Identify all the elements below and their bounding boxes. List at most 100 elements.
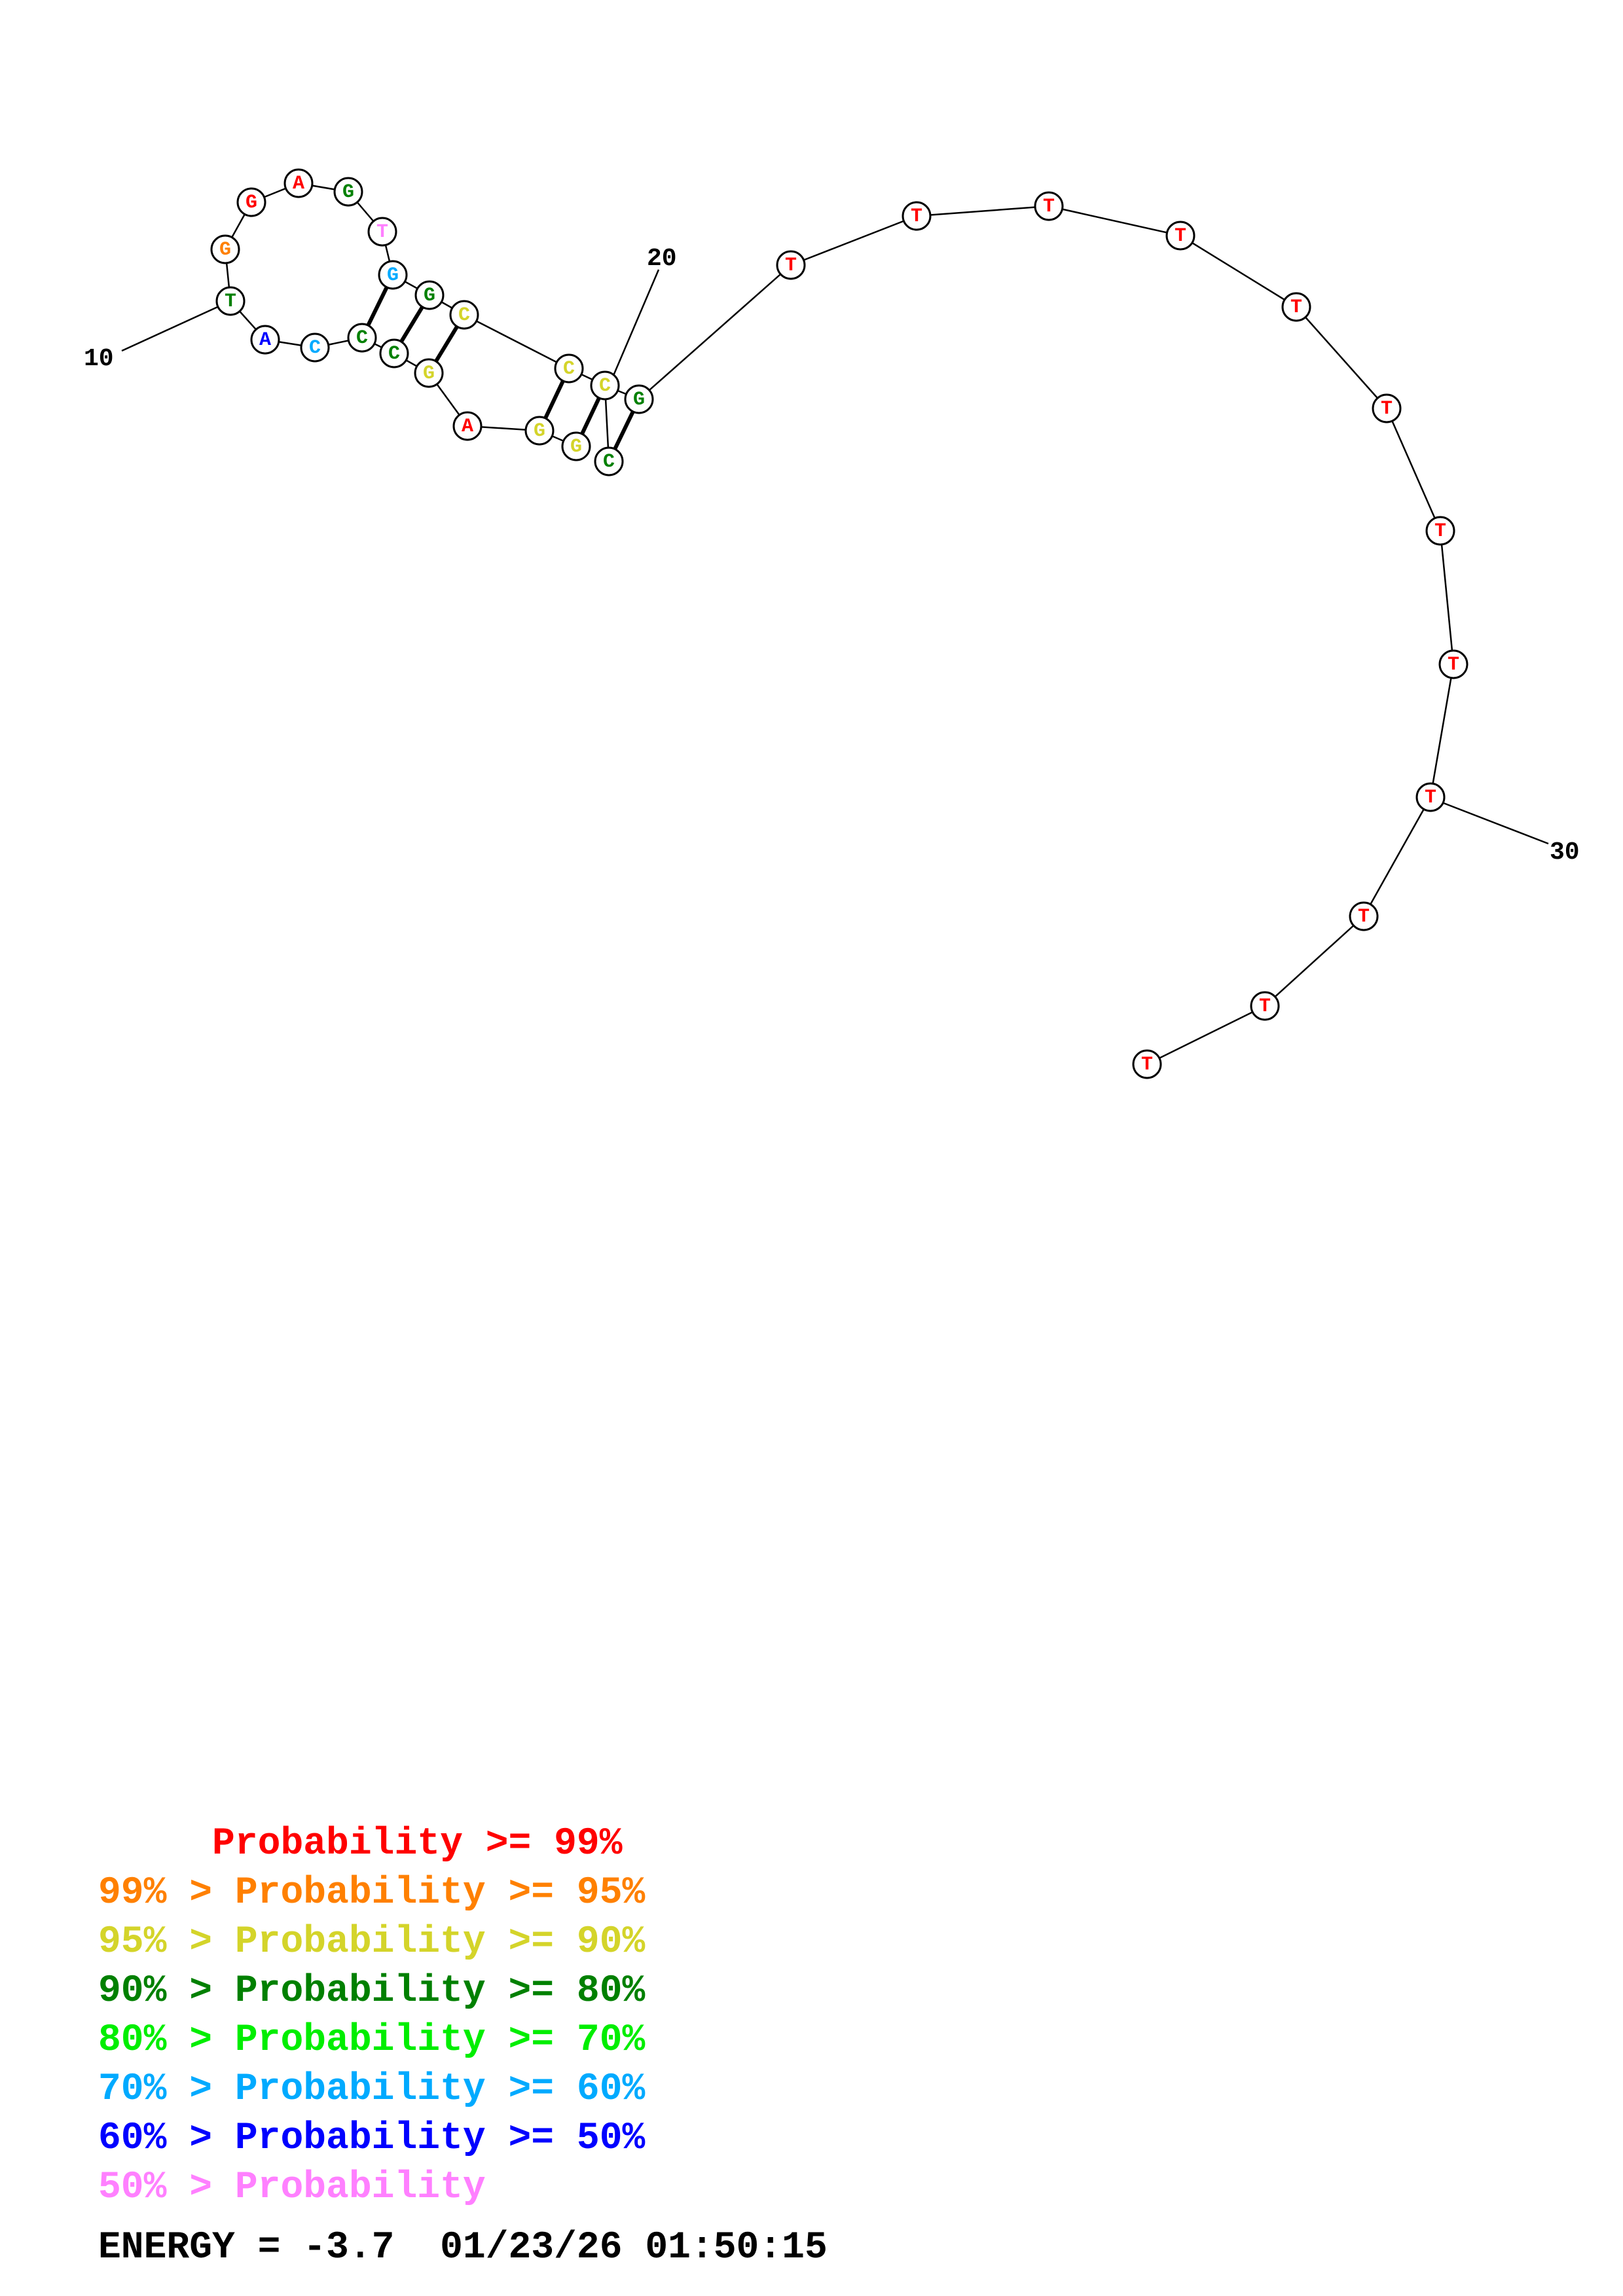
nucleotide-letter: T bbox=[785, 255, 797, 277]
nucleotide-letter: T bbox=[1043, 196, 1055, 218]
nucleotide-letter: G bbox=[633, 389, 645, 411]
nucleotide-C: C bbox=[449, 300, 479, 330]
backbone bbox=[224, 182, 1455, 1066]
nucleotide-letter: T bbox=[1381, 398, 1393, 420]
position-label-20: 20 bbox=[647, 245, 677, 273]
nucleotide-G: G bbox=[236, 187, 266, 217]
nucleotide-circle bbox=[1281, 292, 1311, 322]
nucleotide-G: G bbox=[624, 384, 654, 414]
nucleotide-C: C bbox=[300, 332, 330, 363]
nucleotide-T: T bbox=[367, 217, 397, 247]
nucleotide-circle bbox=[1438, 649, 1468, 679]
nucleotide-letter: T bbox=[225, 291, 236, 313]
nucleotide-T: T bbox=[776, 250, 806, 280]
nucleotide-circle bbox=[300, 332, 330, 363]
nucleotide-G: G bbox=[414, 358, 444, 388]
nucleotide-T: T bbox=[1132, 1049, 1162, 1079]
nucleotide-letter: G bbox=[424, 285, 435, 307]
nucleotide-letter: C bbox=[309, 337, 321, 359]
nucleotide-G: G bbox=[414, 280, 445, 310]
position-ticks bbox=[121, 269, 1549, 845]
tick-30 bbox=[1434, 798, 1549, 845]
tick-10 bbox=[121, 300, 231, 352]
nucleotide-C: C bbox=[379, 338, 409, 368]
nucleotide-G: G bbox=[378, 260, 408, 290]
nucleotide-letter: C bbox=[563, 358, 575, 380]
nucleotide-A: A bbox=[283, 168, 314, 198]
nucleotide-A: A bbox=[250, 325, 280, 355]
legend-entry: 95% > Probability >= 90% bbox=[98, 1921, 646, 1964]
legend-entry: 99% > Probability >= 95% bbox=[98, 1872, 646, 1914]
base-pairs bbox=[360, 274, 641, 463]
nucleotide-circle bbox=[250, 325, 280, 355]
legend-entry: 50% > Probability bbox=[98, 2166, 486, 2209]
nucleotide-C: C bbox=[554, 353, 584, 384]
nucleotide-T: T bbox=[1165, 221, 1195, 251]
nucleotide-letter: T bbox=[1141, 1054, 1153, 1076]
nucleotide-circle bbox=[283, 168, 314, 198]
nucleotide-letter: T bbox=[1434, 520, 1446, 543]
nucleotide-letter: T bbox=[1425, 787, 1436, 809]
backbone-segment bbox=[790, 215, 917, 266]
nucleotide-circle bbox=[452, 411, 483, 441]
nucleotide-circle bbox=[379, 338, 409, 368]
backbone-segment bbox=[916, 205, 1049, 217]
nucleotide-letter: A bbox=[293, 173, 304, 195]
nucleotide-letter: C bbox=[458, 304, 470, 327]
nucleotide-letter: T bbox=[911, 206, 922, 228]
nucleotide-T: T bbox=[1349, 901, 1379, 931]
nucleotide-circle bbox=[524, 416, 555, 446]
nucleotide-T: T bbox=[1372, 393, 1402, 423]
nucleotide-C: C bbox=[590, 370, 620, 401]
nucleotide-letter: G bbox=[387, 264, 399, 287]
legend-entry: 90% > Probability >= 80% bbox=[98, 1970, 646, 2013]
nucleotide-T: T bbox=[902, 201, 932, 231]
nucleotide-letter: C bbox=[603, 451, 615, 473]
nucleotide-letter: C bbox=[388, 343, 400, 365]
nucleotide-G: G bbox=[524, 416, 555, 446]
nucleotide-letter: T bbox=[1175, 225, 1186, 247]
nucleotide-circle bbox=[1132, 1049, 1162, 1079]
legend-entry: Probability >= 99% bbox=[98, 1823, 623, 1865]
nucleotide-circle bbox=[1425, 516, 1455, 546]
nucleotide-circle bbox=[561, 431, 591, 461]
nucleotide-circle bbox=[776, 250, 806, 280]
nucleotide-circle bbox=[210, 234, 240, 264]
nucleotide-circle bbox=[1415, 782, 1446, 812]
nucleotide-circle bbox=[414, 280, 445, 310]
position-label-30: 30 bbox=[1550, 838, 1580, 867]
nucleotide-circle bbox=[215, 286, 246, 316]
backbone-segment bbox=[464, 314, 570, 370]
legend-entry: 70% > Probability >= 60% bbox=[98, 2068, 646, 2111]
nucleotide-letter: G bbox=[570, 436, 582, 458]
tick-20 bbox=[608, 269, 660, 387]
nucleotide-circle bbox=[378, 260, 408, 290]
backbone-segment bbox=[1385, 408, 1442, 531]
nucleotide-circle bbox=[554, 353, 584, 384]
nucleotide-circle bbox=[414, 358, 444, 388]
backbone-segment bbox=[1439, 530, 1455, 665]
nucleotide-T: T bbox=[1281, 292, 1311, 322]
nucleotide-circle bbox=[1349, 901, 1379, 931]
nucleotide-letter: T bbox=[1259, 996, 1271, 1018]
nucleotide-letter: T bbox=[1448, 654, 1459, 676]
nucleotide-letter: C bbox=[356, 327, 368, 350]
nucleotide-T: T bbox=[1034, 191, 1064, 221]
nucleotide-letter: G bbox=[423, 363, 435, 385]
nucleotide-C: C bbox=[594, 446, 624, 476]
backbone-segment bbox=[1180, 234, 1297, 308]
nucleotide-G: G bbox=[561, 431, 591, 461]
nucleotide-circle bbox=[902, 201, 932, 231]
nucleotide-T: T bbox=[1250, 991, 1280, 1021]
nucleotide-letter: T bbox=[1358, 906, 1370, 928]
backbone-segment bbox=[1362, 797, 1432, 917]
nucleotide-letter: A bbox=[259, 329, 271, 351]
nucleotide-letter: C bbox=[599, 375, 611, 397]
nucleotide-T: T bbox=[1438, 649, 1468, 679]
nucleotide-letter: G bbox=[342, 181, 354, 204]
nucleotide-circle bbox=[333, 177, 363, 207]
nucleotide-circle bbox=[590, 370, 620, 401]
nucleotide-letter: G bbox=[246, 192, 257, 214]
